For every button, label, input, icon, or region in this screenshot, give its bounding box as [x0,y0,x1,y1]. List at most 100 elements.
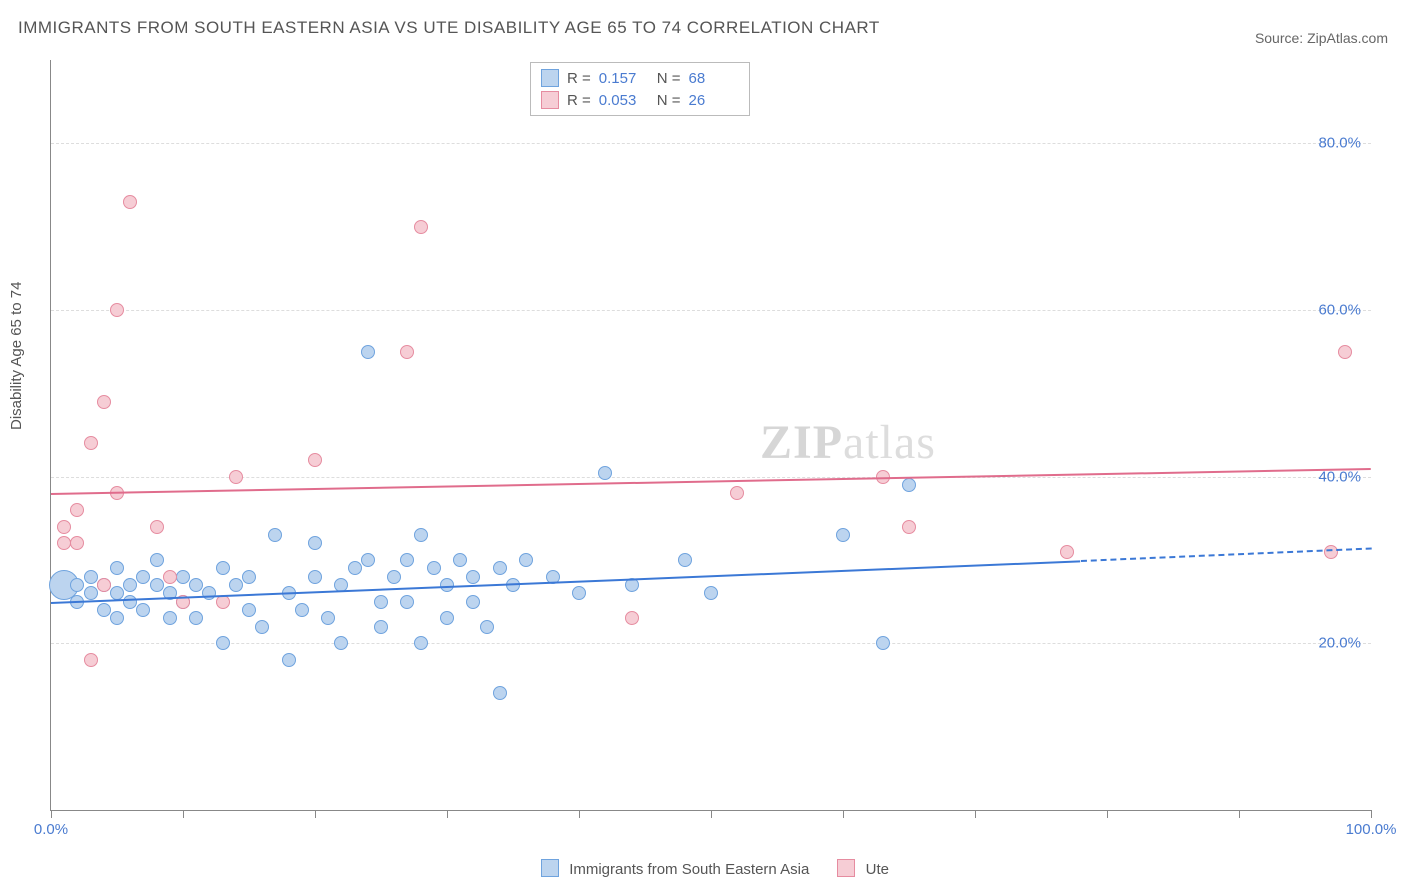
data-point [268,528,282,542]
gridline [51,310,1371,311]
data-point [163,611,177,625]
trend-line [51,468,1371,495]
data-point [136,603,150,617]
x-tick [1239,810,1240,818]
data-point [414,220,428,234]
data-point [1060,545,1074,559]
trend-line [51,560,1081,604]
data-point [242,603,256,617]
data-point [321,611,335,625]
x-tick [315,810,316,818]
x-tick [711,810,712,818]
legend-n-val-0: 68 [689,70,739,87]
data-point [902,520,916,534]
data-point [427,561,441,575]
data-point [308,570,322,584]
legend-bottom: Immigrants from South Eastern Asia Ute [0,859,1406,878]
data-point [361,553,375,567]
data-point [493,561,507,575]
data-point [136,570,150,584]
x-tick-label: 0.0% [34,821,68,838]
data-point [150,520,164,534]
data-point [400,595,414,609]
source-value: ZipAtlas.com [1307,30,1388,46]
data-point [189,578,203,592]
data-point [229,470,243,484]
data-point [216,636,230,650]
chart-title: IMMIGRANTS FROM SOUTH EASTERN ASIA VS UT… [18,18,880,38]
data-point [414,528,428,542]
data-point [625,611,639,625]
data-point [836,528,850,542]
data-point [242,570,256,584]
data-point [730,486,744,500]
x-tick [51,810,52,818]
data-point [282,653,296,667]
data-point [202,586,216,600]
data-point [216,561,230,575]
legend-swatch-0 [541,69,559,87]
data-point [453,553,467,567]
data-point [110,561,124,575]
data-point [598,466,612,480]
y-axis-label: Disability Age 65 to 74 [8,282,25,430]
legend-swatch-1 [541,91,559,109]
legend-stats: R = 0.157 N = 68 R = 0.053 N = 26 [530,62,750,116]
data-point [902,478,916,492]
data-point [466,595,480,609]
data-point [57,536,71,550]
data-point [704,586,718,600]
data-point [123,595,137,609]
data-point [480,620,494,634]
data-point [466,570,480,584]
data-point [70,578,84,592]
data-point [70,536,84,550]
x-tick-label: 100.0% [1346,821,1397,838]
data-point [97,578,111,592]
data-point [255,620,269,634]
watermark-atlas: atlas [843,416,936,469]
legend-n-key-1: N = [657,92,681,109]
data-point [150,578,164,592]
data-point [110,611,124,625]
legend-bottom-label-0: Immigrants from South Eastern Asia [569,861,809,878]
legend-bottom-swatch-0 [541,859,559,877]
data-point [493,686,507,700]
data-point [150,553,164,567]
data-point [110,303,124,317]
x-tick [447,810,448,818]
legend-r-key-0: R = [567,70,591,87]
data-point [70,503,84,517]
gridline [51,143,1371,144]
data-point [400,345,414,359]
data-point [84,570,98,584]
source-prefix: Source: [1255,30,1307,46]
data-point [123,578,137,592]
y-tick-label: 80.0% [1318,135,1361,152]
data-point [97,603,111,617]
x-tick [579,810,580,818]
data-point [97,395,111,409]
watermark: ZIPatlas [760,415,936,470]
x-tick [975,810,976,818]
legend-n-val-1: 26 [689,92,739,109]
data-point [519,553,533,567]
data-point [295,603,309,617]
legend-r-key-1: R = [567,92,591,109]
x-tick [1371,810,1372,818]
data-point [163,570,177,584]
legend-r-val-1: 0.053 [599,92,649,109]
gridline [51,643,1371,644]
data-point [84,436,98,450]
data-point [308,453,322,467]
legend-stats-row-1: R = 0.053 N = 26 [541,89,739,111]
source-label: Source: ZipAtlas.com [1255,30,1388,46]
data-point [123,195,137,209]
data-point [414,636,428,650]
data-point [1338,345,1352,359]
data-point [57,520,71,534]
data-point [572,586,586,600]
data-point [308,536,322,550]
legend-bottom-label-1: Ute [866,861,889,878]
y-tick-label: 60.0% [1318,302,1361,319]
